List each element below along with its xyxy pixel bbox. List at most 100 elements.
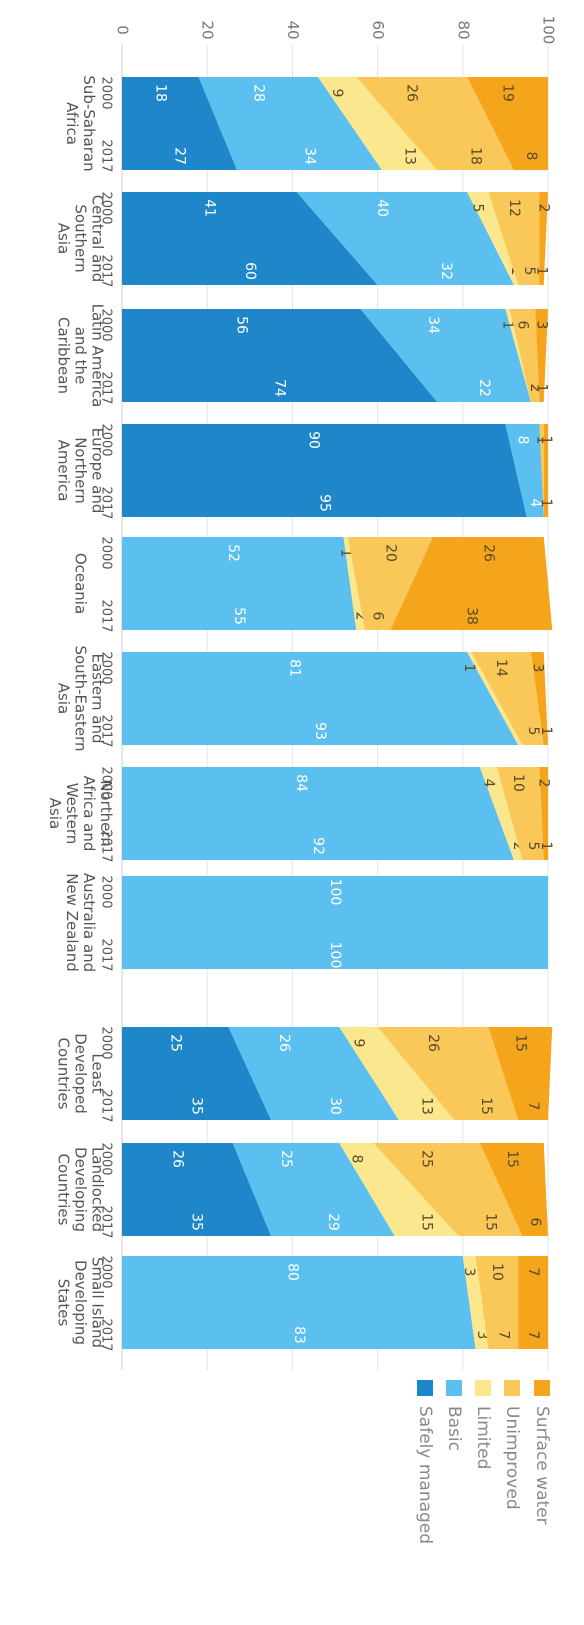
value-label-2000: 1 [338, 549, 354, 558]
value-label-2000: 5 [470, 204, 486, 213]
region-label: Countries [55, 1038, 73, 1110]
segment-surface-water [488, 1027, 553, 1120]
segment-surface-water [530, 652, 548, 745]
region-label: Sub-Saharan [80, 75, 98, 171]
segment-basic [228, 1027, 399, 1120]
value-label-2000: 40 [374, 199, 390, 217]
value-label-2017: 13 [419, 1097, 435, 1115]
segment-unimproved [471, 652, 544, 745]
year-label-2000: 2000 [99, 1142, 114, 1175]
region-panel-10: 80 83 3 3 10 7 7 7 [122, 1256, 548, 1349]
region-label: Central and [89, 195, 107, 283]
value-label-2017: 5 [521, 267, 537, 276]
legend-label-basic: Basic [444, 1406, 464, 1451]
value-label-2017: 2 [527, 384, 543, 393]
value-label-2017: 3 [474, 1331, 490, 1340]
region-panel-4: 52 55 1 2 20 6 26 38 [122, 537, 553, 630]
region-panel-9: 26 35 25 29 8 15 25 15 15 6 [122, 1143, 548, 1236]
value-label-2017: 38 [463, 607, 479, 625]
segment-safely-managed [122, 77, 238, 170]
value-label-2000: 84 [293, 774, 309, 792]
value-label-2017: 60 [242, 262, 258, 280]
region-label: States [55, 1279, 73, 1327]
value-label-2017: 1 [534, 267, 550, 276]
region-label: Developing [72, 1147, 90, 1232]
value-axis: 0 20 40 60 80 100 [114, 16, 558, 45]
segment-unimproved [347, 537, 433, 630]
segment-unimproved [373, 1143, 523, 1236]
value-label-2000: 4 [480, 779, 496, 788]
value-label-2017: 5 [525, 727, 541, 736]
segment-surface-water [518, 1256, 548, 1349]
year-label-2017: 2017 [99, 371, 114, 404]
value-label-2017: 2 [510, 842, 526, 851]
region-label: Western [63, 783, 81, 845]
year-label-2000: 2000 [99, 651, 114, 684]
segment-unimproved [356, 77, 514, 170]
segment-surface-water [539, 767, 548, 860]
value-label-2000: 25 [419, 1150, 435, 1168]
region-label: Eastern and [89, 654, 107, 744]
value-label-2017: 35 [189, 1213, 205, 1231]
region-label: Countries [55, 1154, 73, 1226]
segment-surface-water [539, 192, 548, 285]
value-label-2017: 13 [402, 147, 418, 165]
tick-label-100: 100 [540, 16, 558, 45]
value-label-2017: 22 [476, 379, 492, 397]
region-label: and the [72, 327, 90, 385]
segment-surface-water [535, 309, 548, 402]
value-label-2017: 34 [301, 147, 317, 165]
year-label-2000: 2000 [99, 1255, 114, 1288]
segment-unimproved [475, 1256, 519, 1349]
tick-label-0: 0 [114, 25, 132, 35]
year-label-2000: 2000 [99, 766, 114, 799]
region-panel-7: 100 100 [122, 876, 548, 969]
value-label-2000: 1 [500, 321, 516, 330]
value-label-2000: 1 [538, 436, 554, 445]
region-label: Oceania [72, 553, 90, 614]
value-label-2000: 1 [461, 664, 477, 673]
region-panel-5: 81931114531 [122, 652, 554, 745]
value-label-2000: 25 [278, 1150, 294, 1168]
tick-label-60: 60 [369, 20, 387, 39]
region-label: Northern [72, 437, 90, 504]
segment-basic [232, 1143, 395, 1236]
value-label-2000: 10 [510, 774, 526, 792]
value-label-2017: 83 [291, 1326, 307, 1344]
region-label: Asia [55, 223, 73, 254]
year-label-2017: 2017 [99, 599, 114, 632]
value-label-2017: 35 [189, 1097, 205, 1115]
region-label: Caribbean [55, 317, 73, 394]
tick-label-80: 80 [454, 20, 472, 39]
legend: Surface water Unimproved Limited Basic Safel… [415, 1380, 552, 1544]
year-label-2000: 2000 [99, 423, 114, 456]
region-label: America [55, 440, 73, 502]
region-label: New Zealand [63, 873, 81, 972]
value-label-2000: 81 [287, 659, 303, 677]
value-label-2000: 2 [536, 779, 552, 788]
segment-limited [467, 192, 519, 285]
segment-limited [317, 77, 438, 170]
segment-unimproved [509, 309, 540, 402]
value-label-2000: 41 [201, 199, 217, 217]
value-label-2017: 93 [312, 722, 328, 740]
value-label-2000: 20 [382, 544, 398, 562]
value-label-2000: 3 [534, 321, 550, 330]
value-label-2000: 6 [514, 321, 530, 330]
year-label-2017: 2017 [99, 139, 114, 172]
value-label-2017: 1 [538, 842, 554, 851]
year-label-2000: 2000 [99, 76, 114, 109]
value-label-2017: 5 [525, 842, 541, 851]
segment-basic [122, 767, 514, 860]
value-label-2000: 34 [425, 316, 441, 334]
value-label-2000: 26 [169, 1150, 185, 1168]
legend-swatch-surface-water [534, 1380, 550, 1396]
value-label-2000: 8 [348, 1155, 364, 1164]
value-label-2000: 80 [284, 1263, 300, 1281]
value-label-2017: 2 [353, 612, 369, 621]
legend-swatch-safely-managed [417, 1380, 433, 1396]
value-label-2000: 2 [536, 204, 552, 213]
